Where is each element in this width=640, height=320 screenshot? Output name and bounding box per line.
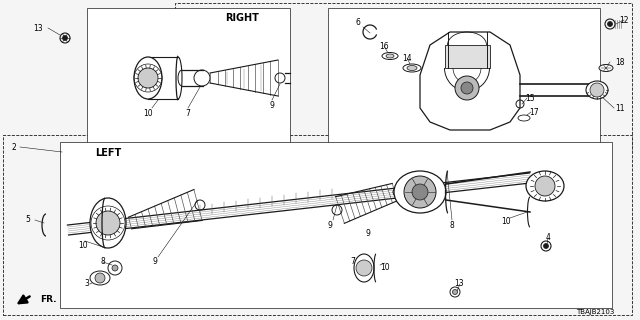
Bar [87,8,290,148]
Bar [3,135,632,315]
Ellipse shape [382,52,398,60]
Text: 12: 12 [620,15,628,25]
Text: 9: 9 [152,258,157,267]
Ellipse shape [526,171,564,201]
Ellipse shape [403,64,421,72]
Text: 5: 5 [26,215,31,225]
Bar [328,8,600,148]
Circle shape [461,82,473,94]
Circle shape [112,265,118,271]
Circle shape [96,211,120,235]
Ellipse shape [586,81,608,99]
Text: TBAJB2103: TBAJB2103 [576,309,614,315]
Text: 7: 7 [186,108,191,117]
Text: 9: 9 [328,220,332,229]
Circle shape [95,273,105,283]
Text: 8: 8 [450,220,454,229]
Text: 10: 10 [380,263,390,273]
Circle shape [535,176,555,196]
Ellipse shape [599,65,613,71]
Text: FR.: FR. [40,295,56,305]
Text: 15: 15 [525,93,535,102]
Text: 9: 9 [269,100,275,109]
Circle shape [138,68,158,88]
Ellipse shape [518,115,530,121]
Ellipse shape [354,254,374,282]
Circle shape [590,83,604,97]
Circle shape [543,244,548,249]
Circle shape [455,76,479,100]
Text: 2: 2 [12,142,17,151]
Ellipse shape [407,66,417,70]
Text: LEFT: LEFT [95,148,121,158]
Text: 6: 6 [356,18,360,27]
Ellipse shape [134,57,162,99]
Text: RIGHT: RIGHT [225,13,259,23]
Text: 7: 7 [351,258,355,267]
Text: 8: 8 [100,258,106,267]
Text: 13: 13 [454,279,464,289]
Text: 11: 11 [615,103,625,113]
Polygon shape [420,32,520,130]
Ellipse shape [90,198,126,248]
Bar [175,3,632,150]
Text: 10: 10 [501,218,511,227]
Circle shape [452,290,458,294]
Circle shape [404,176,436,208]
Text: 14: 14 [402,53,412,62]
Circle shape [412,184,428,200]
Text: 4: 4 [545,234,550,243]
Text: 18: 18 [615,58,625,67]
Text: 9: 9 [365,229,371,238]
Ellipse shape [90,271,110,285]
Text: 17: 17 [529,108,539,116]
Polygon shape [445,45,490,68]
Text: 10: 10 [143,108,153,117]
Text: 16: 16 [379,42,389,51]
Text: 3: 3 [84,279,90,289]
Circle shape [607,21,612,27]
Circle shape [356,260,372,276]
Ellipse shape [394,171,446,213]
Ellipse shape [386,54,394,58]
Circle shape [63,36,67,41]
Text: 10: 10 [78,242,88,251]
Text: 13: 13 [33,23,43,33]
Bar [60,142,612,308]
